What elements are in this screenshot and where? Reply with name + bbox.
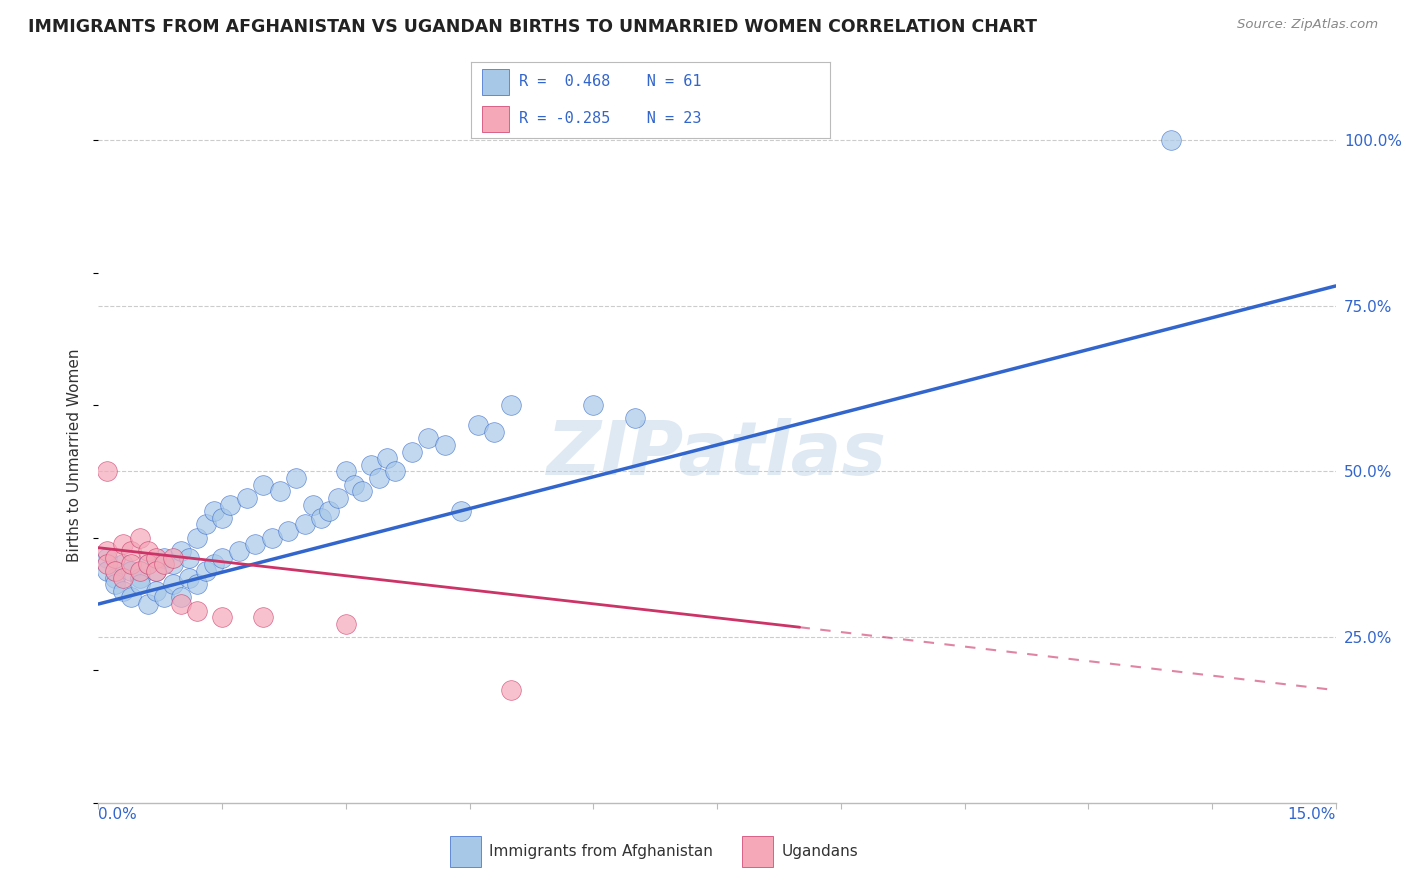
Point	[367, 471, 389, 485]
Point	[302, 498, 325, 512]
Point	[153, 550, 176, 565]
Point	[384, 465, 406, 479]
Point	[145, 583, 167, 598]
Point	[236, 491, 259, 505]
Point	[112, 558, 135, 572]
Point	[153, 591, 176, 605]
Point	[120, 544, 142, 558]
Point	[318, 504, 340, 518]
Point	[243, 537, 266, 551]
Point	[352, 484, 374, 499]
Point	[285, 471, 308, 485]
Point	[202, 558, 225, 572]
Text: R = -0.285    N = 23: R = -0.285 N = 23	[519, 112, 702, 127]
Point	[179, 550, 201, 565]
Point	[96, 558, 118, 572]
Point	[360, 458, 382, 472]
Text: R =  0.468    N = 61: R = 0.468 N = 61	[519, 74, 702, 89]
Point	[112, 537, 135, 551]
Text: Immigrants from Afghanistan: Immigrants from Afghanistan	[489, 845, 713, 859]
Point	[186, 531, 208, 545]
Point	[136, 544, 159, 558]
Point	[145, 550, 167, 565]
Point	[96, 550, 118, 565]
Text: 0.0%: 0.0%	[98, 807, 138, 822]
Point	[228, 544, 250, 558]
Point	[136, 558, 159, 572]
Point	[269, 484, 291, 499]
Text: IMMIGRANTS FROM AFGHANISTAN VS UGANDAN BIRTHS TO UNMARRIED WOMEN CORRELATION CHA: IMMIGRANTS FROM AFGHANISTAN VS UGANDAN B…	[28, 18, 1038, 36]
Point	[433, 438, 456, 452]
Y-axis label: Births to Unmarried Women: Births to Unmarried Women	[67, 348, 83, 562]
Point	[335, 465, 357, 479]
Point	[170, 591, 193, 605]
Point	[499, 683, 522, 698]
Bar	[482, 69, 509, 95]
Point	[162, 577, 184, 591]
Point	[582, 398, 605, 412]
Point	[219, 498, 242, 512]
Point	[252, 477, 274, 491]
Point	[136, 558, 159, 572]
Point	[277, 524, 299, 538]
Point	[211, 550, 233, 565]
Point	[162, 550, 184, 565]
Point	[96, 564, 118, 578]
Point	[104, 564, 127, 578]
Point	[153, 558, 176, 572]
Point	[170, 544, 193, 558]
Point	[401, 444, 423, 458]
Text: ZIPatlas: ZIPatlas	[547, 418, 887, 491]
Text: Ugandans: Ugandans	[782, 845, 859, 859]
Point	[120, 564, 142, 578]
Point	[112, 570, 135, 584]
Point	[128, 531, 150, 545]
Bar	[742, 837, 773, 867]
Point	[96, 544, 118, 558]
Point	[104, 577, 127, 591]
Point	[418, 431, 440, 445]
Point	[186, 577, 208, 591]
Point	[120, 591, 142, 605]
Point	[162, 558, 184, 572]
Text: 15.0%: 15.0%	[1288, 807, 1336, 822]
Point	[499, 398, 522, 412]
Point	[1160, 133, 1182, 147]
Point	[252, 610, 274, 624]
Point	[309, 511, 332, 525]
Point	[375, 451, 398, 466]
Point	[136, 597, 159, 611]
Point	[484, 425, 506, 439]
Bar	[450, 837, 481, 867]
Point	[96, 465, 118, 479]
Point	[128, 577, 150, 591]
Point	[104, 550, 127, 565]
Point	[450, 504, 472, 518]
Point	[186, 604, 208, 618]
Point	[623, 411, 645, 425]
Point	[179, 570, 201, 584]
Point	[467, 418, 489, 433]
Point	[170, 597, 193, 611]
Point	[194, 517, 217, 532]
Point	[202, 504, 225, 518]
Point	[211, 511, 233, 525]
Bar	[482, 105, 509, 132]
Point	[128, 570, 150, 584]
Point	[145, 564, 167, 578]
Point	[335, 616, 357, 631]
Point	[104, 570, 127, 584]
Point	[211, 610, 233, 624]
Point	[128, 564, 150, 578]
Point	[343, 477, 366, 491]
Point	[260, 531, 283, 545]
Text: Source: ZipAtlas.com: Source: ZipAtlas.com	[1237, 18, 1378, 31]
Point	[120, 558, 142, 572]
Point	[294, 517, 316, 532]
Point	[326, 491, 349, 505]
Point	[194, 564, 217, 578]
Point	[145, 564, 167, 578]
Point	[112, 583, 135, 598]
